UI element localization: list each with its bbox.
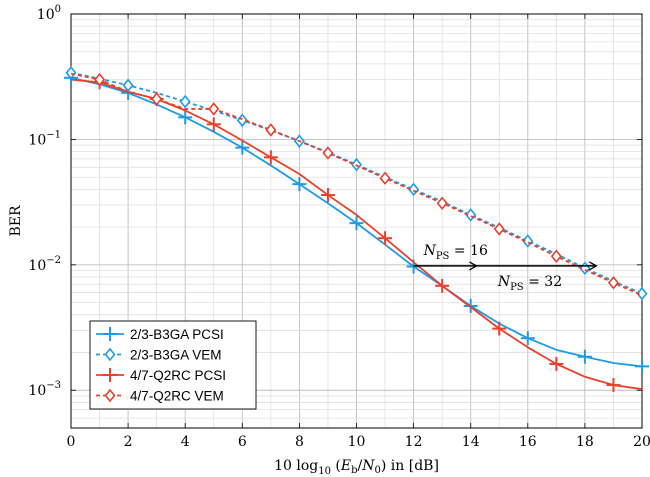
legend: 2/3-B3GA PCSI 2/3-B3GA VEM 4/7-Q2RC PCSI 4/… [89,320,257,410]
data-point-marker [122,78,134,93]
series-b3ga-pcsi [64,70,649,374]
x-tick-label: 18 [576,434,594,450]
x-tick-label: 16 [519,434,537,450]
legend-entry-b3ga-vem: 2/3-B3GA VEM [96,348,222,363]
data-point-marker [408,182,420,197]
legend-entry-q2rc-pcsi: 4/7-Q2RC PCSI [96,368,226,383]
data-point-marker [436,196,448,210]
legend-label: 2/3-B3GA PCSI [130,327,224,342]
legend-marker [104,347,116,362]
x-tick-label: 4 [181,434,190,450]
arrow-head [588,261,598,271]
legend-label: 4/7-Q2RC VEM [130,389,224,404]
annotations: NPS = 16 NPS = 32 [413,243,598,293]
data-point-marker [151,92,163,106]
y-tick-label: 10−2 [28,255,61,274]
x-tick-label: 10 [348,434,366,450]
y-tick-label: 10−3 [28,380,61,399]
data-point-marker [322,146,334,160]
data-point-marker [265,123,277,137]
legend-box [89,320,257,410]
grid [70,13,643,429]
data-point-marker [179,94,191,109]
data-point-marker [65,65,77,80]
legend-label: 2/3-B3GA VEM [130,348,222,363]
legend-label: 4/7-Q2RC PCSI [130,368,226,383]
data-point-marker [607,275,619,290]
data-point-marker [379,171,391,186]
x-tick-label: 0 [67,434,76,450]
x-tick-label: 20 [633,434,650,450]
data-point-marker [636,286,648,301]
y-axis-label: BER [8,205,24,237]
data-point-marker [208,102,220,116]
axes: 0 2 4 6 8 10 12 14 16 18 20 100 10−1 10−2 10−3 10 log10… [8,4,650,477]
x-tick-label: 12 [405,434,423,450]
series-q2rc-vem [70,72,643,297]
x-tick-label: 8 [295,434,304,450]
x-tick-label: 2 [124,434,133,450]
y-tick-label: 100 [37,4,61,23]
data-point-marker [94,72,106,87]
data-point-marker [493,222,505,236]
y-tick-label: 10−1 [28,129,61,148]
x-axis-label: 10 log10 (Eb/N0) in [dB] [274,458,439,477]
annotation-nps-16: NPS = 16 [423,243,488,262]
annotation-nps-32: NPS = 32 [497,274,562,293]
x-tick-label: 14 [462,434,480,450]
x-tick-label: 6 [238,434,247,450]
series [64,65,649,393]
legend-entry-b3ga-pcsi: 2/3-B3GA PCSI [96,327,224,342]
data-point-marker [550,249,562,264]
series-line [70,72,643,297]
legend-entry-q2rc-vem: 4/7-Q2RC VEM [96,389,224,404]
legend-marker [104,388,116,403]
